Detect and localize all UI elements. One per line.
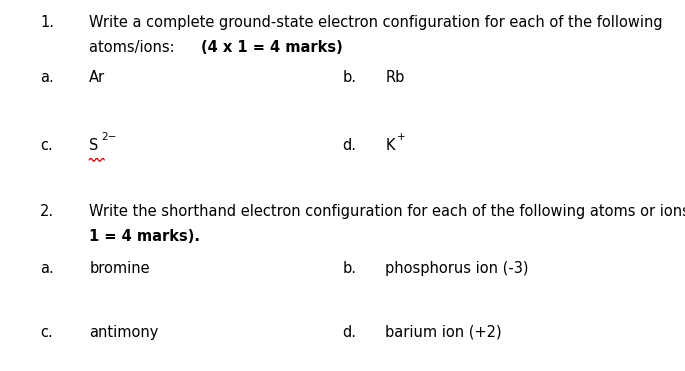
Text: 2−: 2− bbox=[101, 132, 116, 142]
Text: bromine: bromine bbox=[89, 261, 150, 276]
Text: 1 = 4 marks).: 1 = 4 marks). bbox=[89, 229, 200, 244]
Text: c.: c. bbox=[40, 138, 53, 153]
Text: atoms/ions:: atoms/ions: bbox=[89, 40, 179, 55]
Text: Write the shorthand electron configuration for each of the following atoms or io: Write the shorthand electron configurati… bbox=[89, 204, 685, 219]
Text: a.: a. bbox=[40, 261, 53, 276]
Text: 1.: 1. bbox=[40, 15, 54, 30]
Text: antimony: antimony bbox=[89, 325, 159, 340]
Text: K: K bbox=[385, 138, 395, 153]
Text: (4 x 1 = 4 marks): (4 x 1 = 4 marks) bbox=[201, 40, 343, 55]
Text: b.: b. bbox=[342, 70, 356, 85]
Text: phosphorus ion (-3): phosphorus ion (-3) bbox=[385, 261, 529, 276]
Text: b.: b. bbox=[342, 261, 356, 276]
Text: Rb: Rb bbox=[385, 70, 405, 85]
Text: d.: d. bbox=[342, 325, 356, 340]
Text: S: S bbox=[89, 138, 99, 153]
Text: barium ion (+2): barium ion (+2) bbox=[385, 325, 502, 340]
Text: +: + bbox=[397, 132, 406, 142]
Text: a.: a. bbox=[40, 70, 53, 85]
Text: c.: c. bbox=[40, 325, 53, 340]
Text: d.: d. bbox=[342, 138, 356, 153]
Text: 2.: 2. bbox=[40, 204, 54, 219]
Text: Ar: Ar bbox=[89, 70, 105, 85]
Text: Write a complete ground-state electron configuration for each of the following: Write a complete ground-state electron c… bbox=[89, 15, 663, 30]
